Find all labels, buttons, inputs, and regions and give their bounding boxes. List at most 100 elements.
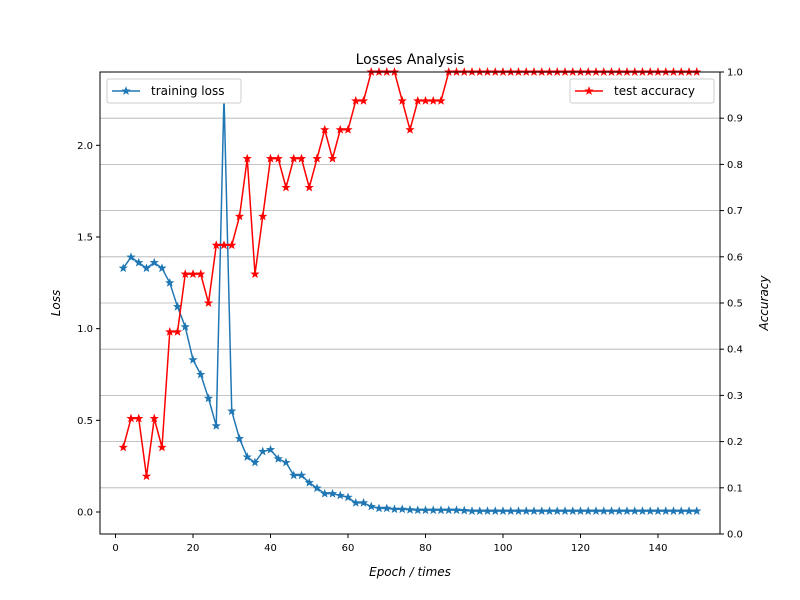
data-point [428, 96, 438, 105]
data-point [537, 506, 547, 516]
y-right-tick-label: 0.5 [727, 299, 743, 310]
data-point [358, 96, 369, 105]
data-point [118, 263, 128, 273]
data-point [335, 124, 345, 134]
data-point [149, 413, 159, 423]
data-point [668, 506, 679, 516]
data-point [645, 506, 655, 516]
x-axis-ticks: 0 20 40 60 80 100 120 140 [112, 534, 668, 554]
data-point [165, 327, 175, 336]
data-point [242, 153, 252, 163]
data-point [134, 257, 144, 267]
data-point [320, 488, 330, 498]
data-point [281, 457, 291, 467]
data-point [258, 211, 268, 221]
data-point [289, 153, 299, 163]
data-point [335, 490, 345, 500]
data-point [413, 505, 423, 515]
data-point [211, 420, 221, 430]
y-left-tick-label: 1.5 [77, 233, 93, 244]
y-left-tick-label: 2.0 [77, 141, 93, 152]
data-point [172, 327, 183, 336]
data-point [265, 444, 276, 454]
data-point [165, 277, 175, 287]
data-point [459, 505, 469, 515]
data-point [343, 492, 353, 502]
data-point [490, 506, 500, 516]
data-point [141, 263, 152, 273]
data-point [180, 321, 190, 331]
data-point [583, 506, 593, 516]
data-point [141, 471, 152, 481]
series-training-loss [118, 90, 702, 516]
data-point [397, 96, 407, 105]
data-point [219, 240, 229, 250]
y-right-tick-label: 0.8 [727, 160, 743, 171]
data-point [389, 504, 400, 514]
data-point [227, 406, 237, 416]
legend-label: training loss [151, 84, 224, 98]
data-point [676, 506, 686, 516]
data-point [397, 504, 407, 514]
series-layer [118, 67, 702, 516]
data-point [436, 96, 446, 105]
data-point [196, 269, 206, 279]
data-point [630, 506, 640, 516]
data-point [498, 506, 508, 516]
data-point [157, 263, 167, 273]
x-tick-label: 0 [112, 543, 118, 554]
data-point [552, 506, 562, 516]
y-axis-right-ticks: 0.0 0.1 0.2 0.3 0.4 0.5 0.6 0.7 0.8 0.9 1.0 [720, 68, 743, 541]
data-point [420, 96, 431, 105]
data-point [273, 153, 283, 163]
y-axis-left-label: Loss [49, 290, 63, 317]
legend-marker [121, 86, 131, 95]
data-point [203, 393, 214, 403]
data-point [304, 182, 314, 192]
data-point [467, 506, 477, 516]
data-point [374, 503, 384, 513]
data-point [436, 505, 446, 515]
data-point [227, 240, 237, 250]
data-point [428, 505, 438, 515]
legend-test-accuracy: test accuracy [569, 78, 715, 104]
y-right-tick-label: 0.6 [727, 252, 743, 263]
data-point [118, 442, 128, 452]
x-tick-label: 80 [419, 543, 432, 554]
data-point [265, 153, 276, 163]
data-point [405, 504, 415, 514]
y-right-tick-label: 0.7 [727, 206, 743, 217]
data-point [296, 470, 307, 480]
data-point [351, 96, 361, 105]
data-point [366, 501, 376, 511]
y-right-tick-label: 1.0 [727, 68, 743, 79]
y-axis-left-ticks: 0.0 0.5 1.0 1.5 2.0 [77, 141, 100, 519]
data-point [188, 269, 198, 279]
data-point [196, 369, 206, 379]
legend-marker [584, 86, 594, 95]
data-point [126, 252, 136, 262]
grid-lines [100, 71, 720, 535]
data-point [614, 506, 624, 516]
y-left-tick-label: 0.5 [77, 416, 93, 427]
series-line [122, 71, 697, 477]
legend-label: test accuracy [614, 84, 695, 98]
data-point [180, 269, 190, 279]
data-point [242, 452, 252, 461]
data-point [134, 413, 144, 423]
data-point [420, 505, 431, 515]
data-point [157, 442, 167, 452]
y-right-tick-label: 0.1 [727, 483, 743, 494]
x-tick-label: 120 [571, 543, 590, 554]
data-point [413, 96, 423, 105]
data-point [296, 153, 307, 163]
data-point [482, 506, 493, 516]
y-axis-right-label: Accuracy [757, 275, 771, 332]
x-tick-label: 40 [264, 543, 277, 554]
data-point [327, 488, 338, 498]
chart-title: Losses Analysis [356, 52, 465, 68]
x-axis-label: Epoch / times [369, 565, 451, 579]
data-point [521, 506, 531, 516]
data-point [684, 506, 694, 516]
